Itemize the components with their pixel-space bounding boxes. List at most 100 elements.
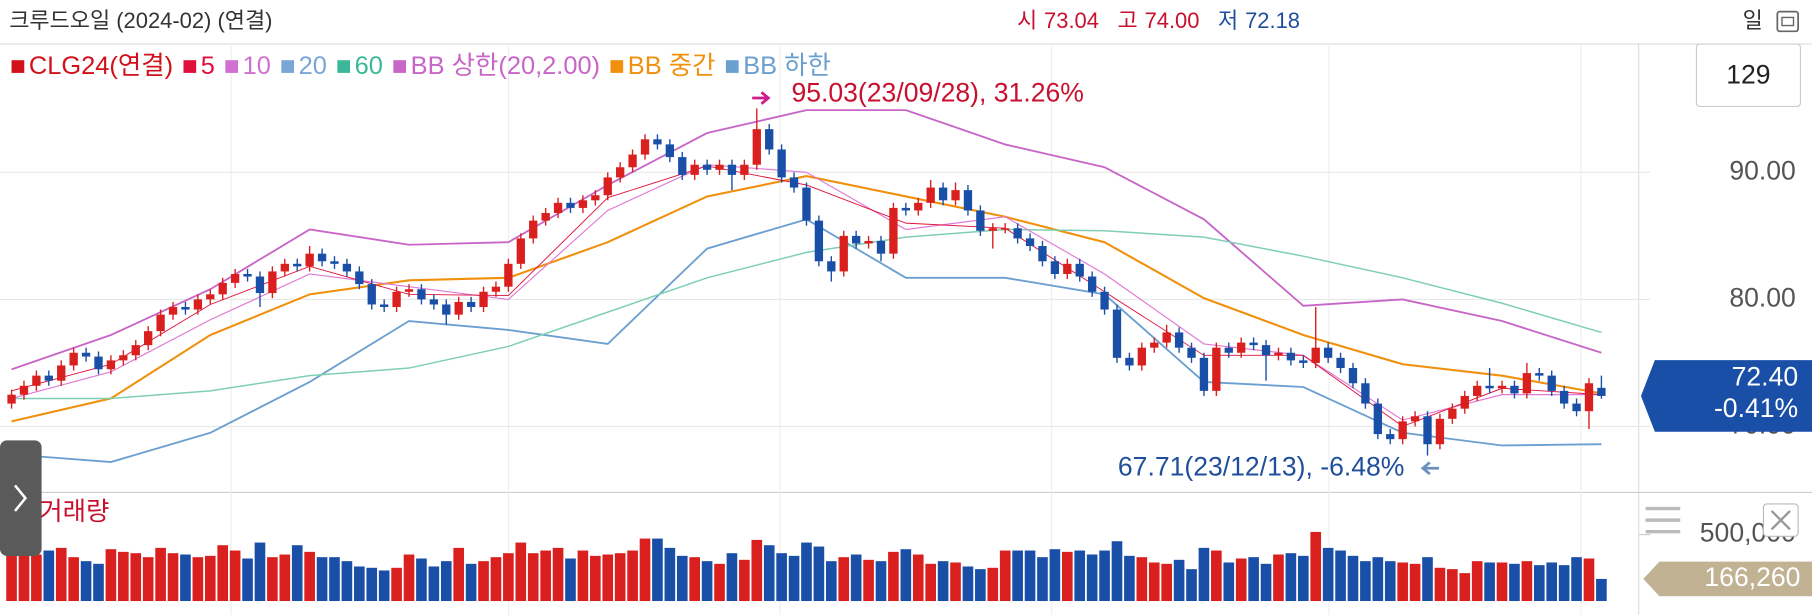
candle-body xyxy=(1112,309,1122,358)
candle-body xyxy=(144,331,153,346)
volume-bar xyxy=(1198,547,1210,602)
volume-bar xyxy=(1248,557,1259,602)
candle-body xyxy=(1361,383,1370,404)
period[interactable]: 일 xyxy=(1743,8,1763,33)
candle-body xyxy=(404,289,414,292)
annotation-arrow xyxy=(1420,461,1440,476)
candle-body xyxy=(628,154,637,168)
candle-body xyxy=(193,299,203,310)
volume-bar xyxy=(428,566,440,602)
volume-bar xyxy=(900,549,912,602)
volume-controls xyxy=(1645,503,1799,537)
volume-bar xyxy=(1521,561,1533,602)
volume-bar xyxy=(155,547,166,602)
candle-body xyxy=(479,291,488,308)
volume-bar xyxy=(540,550,551,602)
candle-body xyxy=(665,144,675,158)
candle-body xyxy=(926,187,935,203)
volume-bar xyxy=(676,555,688,602)
volume-bar xyxy=(18,553,30,602)
volume-bar xyxy=(378,570,390,602)
volume-bar xyxy=(602,554,614,602)
volume-bar xyxy=(204,555,216,602)
candle-body xyxy=(1286,352,1296,361)
candle-body xyxy=(1386,434,1395,440)
candle-body xyxy=(181,307,190,310)
menu-icon[interactable] xyxy=(1645,506,1681,534)
volume-bar xyxy=(329,557,340,602)
volume-bar xyxy=(1086,554,1098,602)
volume-bar xyxy=(577,550,589,602)
volume-bar xyxy=(1471,561,1483,602)
candle-body xyxy=(678,157,687,175)
volume-bar xyxy=(863,559,874,602)
price-tag-change: -0.41% xyxy=(1714,393,1798,423)
candle-body xyxy=(330,261,339,264)
volume-bar xyxy=(1136,557,1148,602)
candle-body xyxy=(901,207,910,211)
candle-body xyxy=(1435,418,1445,445)
candle-body xyxy=(57,365,66,381)
candle-body xyxy=(529,220,538,239)
volume-bar xyxy=(515,542,527,602)
candle-body xyxy=(1597,387,1606,396)
candle-body xyxy=(1013,228,1022,239)
volume-bar xyxy=(217,545,229,602)
side-tab-arrow xyxy=(14,484,28,512)
candle-body xyxy=(715,164,724,170)
volume-bar xyxy=(1297,555,1309,602)
volume-bar xyxy=(850,554,862,602)
candle-body xyxy=(206,294,215,300)
volume-bar xyxy=(1583,558,1595,602)
legend-swatch xyxy=(610,60,624,73)
candle-body xyxy=(851,235,861,244)
volume-bar xyxy=(1546,562,1558,602)
candle-body xyxy=(1323,347,1333,358)
summary: 시 73.04 고 74.00 저 72.18 xyxy=(1017,8,1300,33)
candle-body xyxy=(802,187,811,221)
volume-bar xyxy=(590,555,601,602)
candle-body xyxy=(268,271,277,294)
count-box[interactable] xyxy=(1695,43,1802,108)
volume-bar xyxy=(1235,558,1247,602)
candle-body xyxy=(938,187,948,201)
candle-body xyxy=(566,202,575,208)
volume-bar xyxy=(962,566,974,602)
indicator-line xyxy=(11,164,1602,421)
legend-swatch xyxy=(225,60,239,73)
candle-body xyxy=(81,352,91,357)
legend-swatch xyxy=(337,60,351,73)
candle-body xyxy=(218,282,227,295)
volume-bar xyxy=(31,554,42,602)
volume-bar xyxy=(316,557,328,602)
volume-bar xyxy=(43,550,55,602)
volume-bar xyxy=(180,554,191,602)
candle-body xyxy=(168,307,178,315)
price-tag xyxy=(1640,360,1812,432)
candle-body xyxy=(516,238,525,264)
volume-bar xyxy=(167,553,179,602)
candle-body xyxy=(417,289,426,300)
candle-body xyxy=(1187,347,1196,358)
side-tab[interactable] xyxy=(0,440,42,556)
volume-bar xyxy=(341,561,353,602)
candle-body xyxy=(1584,383,1594,412)
legend-label: CLG24(연결) xyxy=(29,52,173,80)
candle-body xyxy=(255,276,265,294)
layout-icon[interactable] xyxy=(1776,10,1799,33)
summary-label: 고 xyxy=(1117,8,1137,33)
volume-bar xyxy=(1372,557,1384,602)
volume-title: 거래량 xyxy=(39,498,109,526)
volume-bar xyxy=(1211,550,1222,602)
volume-bar xyxy=(1447,569,1458,602)
legend-label: BB 중간 xyxy=(628,52,716,80)
volume-bar xyxy=(1012,550,1023,602)
volume-bar xyxy=(627,550,638,602)
candle-body xyxy=(1125,357,1134,366)
volume-bar xyxy=(1049,549,1061,602)
volume-bar xyxy=(639,538,651,602)
indicator-line xyxy=(11,228,1602,400)
volume-bar xyxy=(1148,562,1160,602)
candle-body xyxy=(69,352,78,366)
